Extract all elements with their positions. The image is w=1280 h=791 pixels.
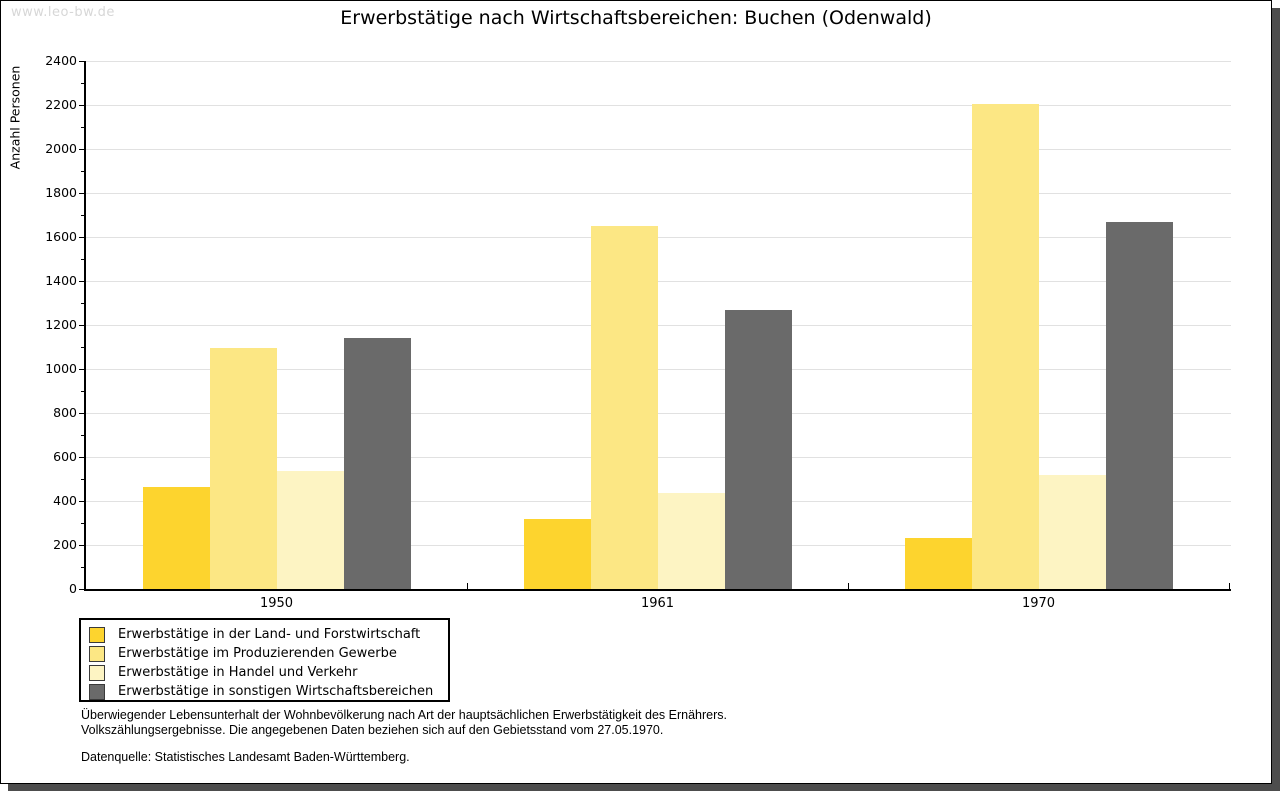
data-source-line: Datenquelle: Statistisches Landesamt Bad… — [81, 750, 410, 764]
y-tick-100 — [81, 566, 85, 568]
bar-1961-series-4 — [725, 310, 792, 589]
bar-1950-series-3 — [277, 471, 344, 589]
legend-swatch-4 — [89, 683, 105, 700]
gridline-1600 — [86, 237, 1231, 238]
y-axis-line — [84, 61, 86, 591]
y-tick-label-400: 400 — [53, 493, 77, 508]
panel-shadow-bottom — [8, 784, 1280, 791]
y-tick-2100 — [81, 126, 85, 128]
y-tick-1300 — [81, 302, 85, 304]
x-boundary-tick-3 — [1229, 583, 1230, 589]
y-tick-1500 — [81, 258, 85, 260]
y-tick-300 — [81, 522, 85, 524]
bar-1970-series-1 — [905, 538, 972, 589]
y-tick-1800 — [79, 192, 85, 194]
legend-label-4: Erwerbstätige in sonstigen Wirtschaftsbe… — [118, 684, 434, 699]
y-tick-1700 — [81, 214, 85, 216]
bar-1950-series-1 — [143, 487, 210, 589]
legend-swatch-2 — [89, 645, 105, 662]
bar-1961-series-1 — [524, 519, 591, 589]
footnote-block: Überwiegender Lebensunterhalt der Wohnbe… — [81, 708, 727, 737]
y-tick-1000 — [79, 368, 85, 370]
gridline-2400 — [86, 61, 1231, 62]
chart-title: Erwerbstätige nach Wirtschaftsbereichen:… — [340, 7, 932, 29]
footnote-line-2: Volkszählungsergebnisse. Die angegebenen… — [81, 722, 664, 737]
gridline-800 — [86, 413, 1231, 414]
y-tick-1200 — [79, 324, 85, 326]
y-tick-200 — [79, 544, 85, 546]
bar-1970-series-3 — [1039, 475, 1106, 589]
bar-1950-series-4 — [344, 338, 411, 589]
footnote-line-1: Überwiegender Lebensunterhalt der Wohnbe… — [81, 708, 727, 722]
legend-label-3: Erwerbstätige in Handel und Verkehr — [118, 665, 358, 680]
y-tick-800 — [79, 412, 85, 414]
legend-label-1: Erwerbstätige in der Land- und Forstwirt… — [118, 627, 421, 642]
bar-1970-series-2 — [972, 104, 1039, 589]
y-tick-label-1000: 1000 — [45, 361, 77, 376]
y-tick-label-1200: 1200 — [45, 317, 77, 332]
y-tick-1100 — [81, 346, 85, 348]
legend-swatch-3 — [89, 664, 105, 681]
x-axis-line — [84, 589, 1231, 591]
y-tick-2300 — [81, 82, 85, 84]
y-tick-label-0: 0 — [69, 581, 77, 596]
watermark-text: www.leo-bw.de — [11, 5, 115, 20]
x-category-label-1950: 1950 — [259, 596, 294, 611]
y-tick-label-1600: 1600 — [45, 229, 77, 244]
legend-item-4: Erwerbstätige in sonstigen Wirtschaftsbe… — [81, 682, 448, 701]
y-tick-2400 — [79, 60, 85, 62]
x-boundary-tick-1 — [467, 583, 468, 589]
y-tick-label-1800: 1800 — [45, 185, 77, 200]
y-tick-label-1400: 1400 — [45, 273, 77, 288]
y-tick-400 — [79, 500, 85, 502]
gridline-1000 — [86, 369, 1231, 370]
y-tick-label-800: 800 — [53, 405, 77, 420]
y-tick-label-200: 200 — [53, 537, 77, 552]
y-tick-500 — [81, 478, 85, 480]
bar-1970-series-4 — [1106, 222, 1173, 589]
y-tick-1900 — [81, 170, 85, 172]
legend-label-2: Erwerbstätige im Produzierenden Gewerbe — [118, 646, 397, 661]
bar-1961-series-3 — [658, 493, 725, 589]
panel-shadow-right — [1272, 8, 1280, 791]
gridline-1800 — [86, 193, 1231, 194]
gridline-1400 — [86, 281, 1231, 282]
y-tick-900 — [81, 390, 85, 392]
y-tick-label-600: 600 — [53, 449, 77, 464]
gridline-2200 — [86, 105, 1231, 106]
legend-item-1: Erwerbstätige in der Land- und Forstwirt… — [81, 625, 448, 644]
bar-1950-series-2 — [210, 348, 277, 589]
y-tick-700 — [81, 434, 85, 436]
gridline-2000 — [86, 149, 1231, 150]
y-tick-2200 — [79, 104, 85, 106]
x-boundary-tick-2 — [848, 583, 849, 589]
x-category-label-1970: 1970 — [1021, 596, 1056, 611]
x-category-label-1961: 1961 — [640, 596, 675, 611]
y-tick-1400 — [79, 280, 85, 282]
bar-1961-series-2 — [591, 226, 658, 589]
y-tick-600 — [79, 456, 85, 458]
y-tick-label-2400: 2400 — [45, 53, 77, 68]
plot-area — [86, 61, 1231, 589]
y-tick-0 — [79, 588, 85, 590]
legend-item-2: Erwerbstätige im Produzierenden Gewerbe — [81, 644, 448, 663]
y-tick-label-2200: 2200 — [45, 97, 77, 112]
gridline-1200 — [86, 325, 1231, 326]
y-tick-1600 — [79, 236, 85, 238]
legend-box: Erwerbstätige in der Land- und Forstwirt… — [79, 618, 450, 702]
gridline-600 — [86, 457, 1231, 458]
y-tick-label-2000: 2000 — [45, 141, 77, 156]
legend-swatch-1 — [89, 626, 105, 643]
legend-item-3: Erwerbstätige in Handel und Verkehr — [81, 663, 448, 682]
y-tick-2000 — [79, 148, 85, 150]
